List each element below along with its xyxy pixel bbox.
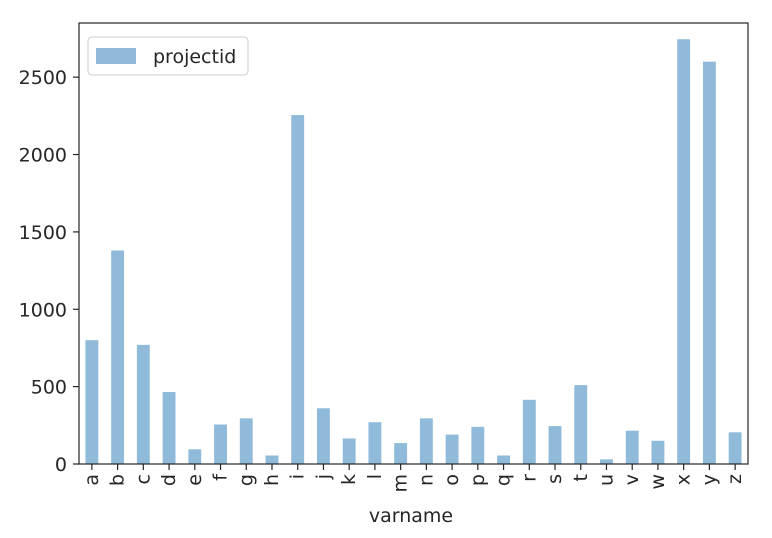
x-tick-label: o bbox=[441, 474, 463, 486]
x-tick-label: b bbox=[107, 474, 129, 486]
legend: projectid bbox=[87, 36, 249, 76]
x-tick-label: k bbox=[338, 474, 360, 485]
x-tick-label: s bbox=[544, 474, 566, 484]
bar-v bbox=[625, 430, 639, 464]
bars-layer bbox=[85, 39, 742, 465]
x-tick-label: y bbox=[698, 474, 720, 485]
x-tick-label: x bbox=[673, 474, 695, 485]
x-tick-label: e bbox=[184, 474, 206, 486]
bar-n bbox=[419, 418, 433, 464]
x-tick-label: p bbox=[467, 474, 489, 486]
y-tick-label: 500 bbox=[31, 377, 67, 399]
bar-m bbox=[394, 443, 408, 464]
bar-i bbox=[291, 115, 305, 464]
y-tick-label: 2000 bbox=[19, 145, 67, 167]
x-tick-label: a bbox=[81, 474, 103, 486]
y-tick-label: 2500 bbox=[19, 67, 67, 89]
x-tick-label: u bbox=[595, 474, 617, 486]
x-tick-label: d bbox=[158, 474, 180, 486]
bar-l bbox=[368, 422, 382, 464]
bar-q bbox=[497, 455, 510, 464]
bar-s bbox=[548, 426, 562, 464]
y-tick-label: 1000 bbox=[19, 299, 67, 321]
bar-t bbox=[574, 385, 588, 464]
bar-c bbox=[136, 344, 150, 464]
x-tick-label: f bbox=[210, 473, 232, 481]
y-tick-label: 1500 bbox=[19, 222, 67, 244]
bar-x bbox=[677, 39, 691, 464]
bar-y bbox=[702, 61, 716, 465]
x-tick-label: q bbox=[493, 474, 515, 486]
bar-p bbox=[471, 426, 485, 464]
x-tick-label: r bbox=[518, 474, 540, 482]
bar-g bbox=[239, 418, 253, 464]
bar-d bbox=[162, 392, 176, 464]
x-tick-label: i bbox=[287, 474, 309, 479]
x-tick-label: n bbox=[415, 474, 437, 486]
bar-a bbox=[85, 340, 99, 464]
legend-swatch bbox=[96, 48, 136, 64]
x-tick-label: w bbox=[647, 474, 669, 490]
bar-h bbox=[265, 455, 279, 464]
bar-b bbox=[111, 250, 125, 464]
x-tick-label: g bbox=[235, 474, 257, 486]
bar-z bbox=[728, 432, 742, 464]
legend-box bbox=[87, 36, 249, 76]
bar-e bbox=[188, 449, 202, 464]
bar-f bbox=[214, 424, 227, 464]
x-tick-label: c bbox=[132, 474, 154, 484]
x-tick-label: m bbox=[390, 474, 412, 493]
x-axis-title: varname bbox=[369, 505, 453, 527]
bar-r bbox=[522, 399, 536, 464]
y-tick-label: 0 bbox=[55, 454, 67, 476]
x-tick-label: v bbox=[621, 474, 643, 485]
bar-w bbox=[651, 440, 665, 464]
bar-k bbox=[342, 438, 356, 464]
plot-frame bbox=[78, 22, 749, 465]
x-tick-label: t bbox=[570, 474, 592, 481]
axes-layer: 0 500 1000 1500 2000 2500 a b c d e f g h i j k l m n o p q r s t… bbox=[19, 22, 749, 493]
x-tick-label: h bbox=[261, 474, 283, 486]
bar-o bbox=[445, 434, 459, 464]
x-tick-label: j bbox=[312, 474, 334, 480]
bar-j bbox=[317, 408, 330, 464]
bar-u bbox=[600, 459, 613, 464]
x-tick-label: l bbox=[364, 474, 386, 479]
legend-label: projectid bbox=[153, 46, 236, 68]
x-tick-label: z bbox=[724, 474, 746, 484]
